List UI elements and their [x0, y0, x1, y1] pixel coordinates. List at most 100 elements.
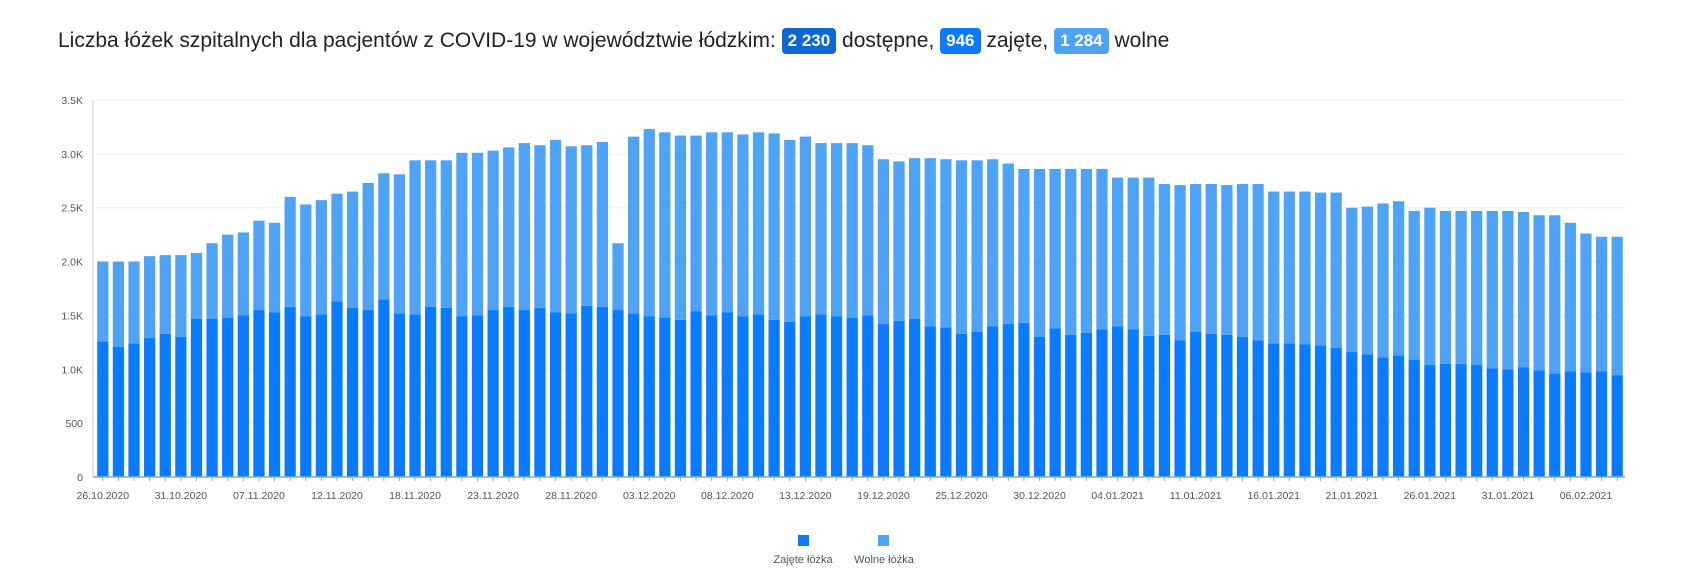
bar-free[interactable] [1611, 236, 1623, 376]
bar-occupied[interactable] [1330, 347, 1342, 477]
bar-free[interactable] [784, 139, 796, 322]
bar-free[interactable] [1595, 236, 1608, 372]
bar-free[interactable] [846, 143, 858, 318]
bar-occupied[interactable] [97, 341, 109, 477]
bar-occupied[interactable] [971, 331, 983, 477]
bar-occupied[interactable] [237, 315, 249, 477]
bar-free[interactable] [1361, 206, 1374, 355]
legend-swatch-occupied[interactable] [798, 535, 809, 546]
bar-occupied[interactable] [659, 317, 671, 477]
bar-free[interactable] [1283, 191, 1295, 344]
bar-free[interactable] [706, 132, 718, 316]
bar-free[interactable] [1049, 168, 1061, 329]
bar-occupied[interactable] [940, 327, 952, 477]
bar-free[interactable] [1377, 203, 1389, 358]
bar-occupied[interactable] [1595, 371, 1608, 477]
bar-occupied[interactable] [1252, 340, 1264, 477]
bar-occupied[interactable] [690, 311, 702, 477]
bar-occupied[interactable] [1283, 343, 1295, 477]
bar-free[interactable] [503, 147, 515, 307]
bar-occupied[interactable] [518, 310, 530, 477]
bar-free[interactable] [737, 134, 749, 317]
bar-free[interactable] [128, 261, 140, 344]
bar-free[interactable] [643, 129, 655, 317]
bar-free[interactable] [549, 139, 562, 313]
bar-free[interactable] [1065, 168, 1077, 335]
bar-free[interactable] [1314, 192, 1327, 346]
bar-free[interactable] [612, 243, 624, 311]
bar-occupied[interactable] [253, 310, 265, 477]
bar-free[interactable] [1564, 222, 1576, 372]
bar-occupied[interactable] [1205, 333, 1217, 477]
bar-occupied[interactable] [471, 315, 484, 477]
bar-free[interactable] [690, 135, 702, 312]
bar-free[interactable] [987, 159, 999, 327]
bar-free[interactable] [1002, 163, 1014, 325]
bar-occupied[interactable] [440, 307, 452, 477]
bar-free[interactable] [346, 191, 359, 308]
bar-occupied[interactable] [1533, 370, 1545, 477]
bar-occupied[interactable] [1361, 354, 1374, 477]
bar-occupied[interactable] [752, 314, 765, 477]
bar-occupied[interactable] [1408, 359, 1420, 477]
bar-occupied[interactable] [112, 346, 125, 477]
bar-occupied[interactable] [378, 299, 390, 477]
bar-occupied[interactable] [1002, 324, 1014, 477]
bar-free[interactable] [893, 161, 905, 321]
bar-occupied[interactable] [487, 310, 499, 477]
bar-occupied[interactable] [643, 316, 655, 477]
bar-occupied[interactable] [955, 333, 968, 477]
bar-occupied[interactable] [268, 312, 281, 477]
bar-free[interactable] [924, 158, 936, 327]
bar-occupied[interactable] [456, 316, 468, 477]
bar-occupied[interactable] [1377, 357, 1389, 477]
bar-occupied[interactable] [393, 313, 406, 477]
bar-free[interactable] [378, 173, 390, 300]
bar-occupied[interactable] [1611, 375, 1623, 477]
bar-occupied[interactable] [1439, 363, 1452, 477]
legend-swatch-free[interactable] [878, 535, 889, 546]
bar-free[interactable] [362, 182, 374, 311]
bar-occupied[interactable] [284, 306, 296, 477]
bar-free[interactable] [1236, 184, 1249, 337]
bar-free[interactable] [1033, 168, 1046, 337]
bar-free[interactable] [628, 136, 640, 314]
bar-free[interactable] [1393, 201, 1405, 356]
bar-free[interactable] [815, 143, 827, 315]
bar-occupied[interactable] [1549, 373, 1561, 477]
bar-free[interactable] [1080, 168, 1092, 333]
bar-free[interactable] [1439, 210, 1452, 364]
bar-occupied[interactable] [1221, 334, 1233, 477]
bar-free[interactable] [456, 152, 468, 317]
bar-occupied[interactable] [1190, 331, 1202, 477]
bar-occupied[interactable] [846, 317, 858, 477]
bar-free[interactable] [1143, 177, 1155, 336]
bar-occupied[interactable] [862, 315, 874, 477]
bar-occupied[interactable] [503, 306, 515, 477]
bar-free[interactable] [940, 159, 952, 328]
bar-free[interactable] [518, 143, 530, 311]
bar-free[interactable] [877, 159, 890, 325]
bar-free[interactable] [1424, 207, 1436, 365]
bar-free[interactable] [206, 243, 218, 319]
bar-free[interactable] [581, 145, 593, 306]
bar-free[interactable] [175, 255, 187, 337]
bar-occupied[interactable] [1564, 371, 1576, 477]
bar-free[interactable] [1174, 185, 1186, 341]
bar-free[interactable] [284, 196, 296, 307]
bar-occupied[interactable] [909, 318, 921, 477]
bar-occupied[interactable] [1065, 334, 1077, 477]
bar-free[interactable] [97, 261, 109, 342]
bar-occupied[interactable] [1486, 368, 1498, 477]
bar-occupied[interactable] [737, 316, 749, 477]
bar-free[interactable] [487, 150, 499, 311]
bar-free[interactable] [955, 160, 968, 334]
bar-free[interactable] [1205, 184, 1217, 334]
legend-label-occupied[interactable]: Zajęte łóżka [773, 554, 833, 566]
bar-occupied[interactable] [784, 321, 796, 477]
bar-occupied[interactable] [1314, 345, 1327, 477]
bar-free[interactable] [425, 160, 437, 307]
bar-occupied[interactable] [1174, 340, 1186, 477]
bar-occupied[interactable] [300, 316, 312, 477]
bar-occupied[interactable] [159, 333, 171, 477]
